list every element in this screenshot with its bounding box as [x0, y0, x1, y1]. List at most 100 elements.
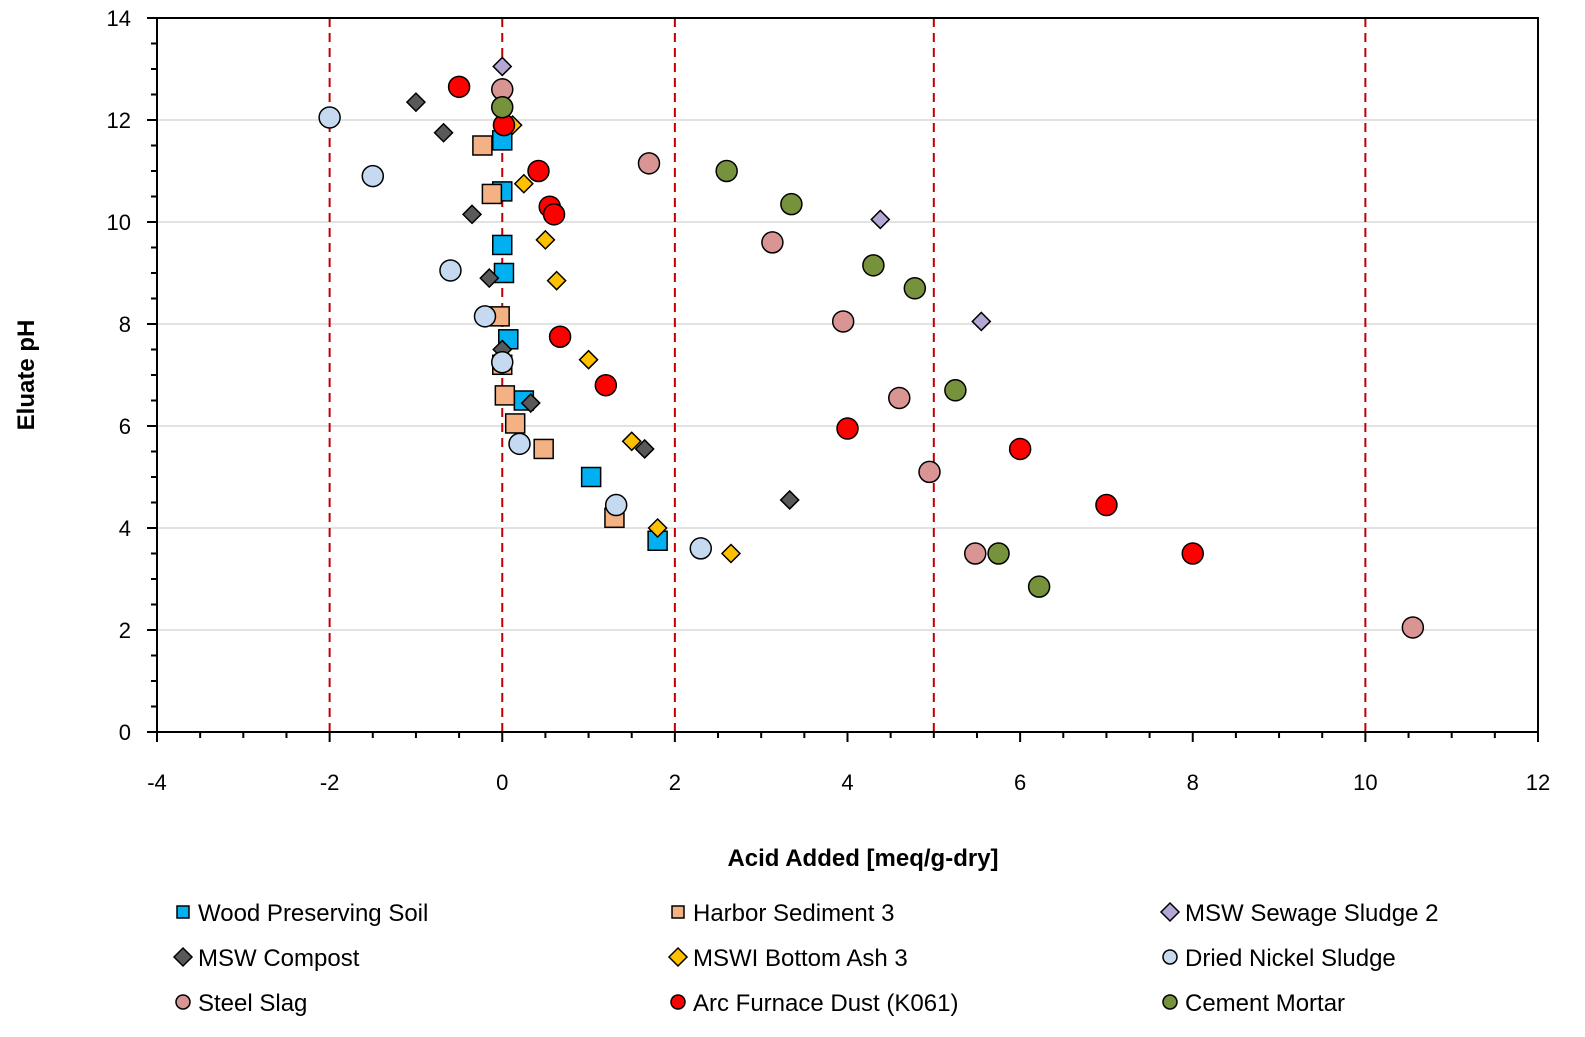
legend-label: Harbor Sediment 3 — [693, 900, 894, 927]
data-point — [621, 431, 642, 452]
series-arc-furnace-dust-k061- — [447, 75, 1204, 565]
data-point — [870, 209, 891, 230]
data-point — [836, 417, 859, 440]
data-point — [548, 325, 572, 348]
y-tick-label: 2 — [119, 618, 131, 643]
data-point — [715, 159, 738, 183]
series-wood-preserving-soil — [492, 130, 668, 551]
data-point — [971, 311, 992, 332]
data-point — [439, 259, 462, 282]
data-point — [520, 392, 541, 414]
x-tick-label: 12 — [1526, 770, 1550, 795]
y-tick-label: 10 — [107, 210, 131, 235]
x-tick-label: 8 — [1187, 770, 1199, 795]
legend-marker — [1162, 949, 1178, 965]
data-point — [405, 92, 426, 113]
data-point — [318, 106, 341, 129]
legend-marker — [1162, 994, 1178, 1010]
data-point — [461, 204, 483, 225]
data-point — [987, 542, 1010, 565]
y-tick-label: 8 — [119, 312, 131, 337]
series-dried-nickel-sludge — [318, 106, 713, 560]
gridlines — [157, 17, 1538, 733]
legend-marker — [667, 946, 689, 968]
y-tick-label: 14 — [107, 6, 131, 31]
data-point — [1401, 616, 1425, 639]
data-point — [604, 493, 628, 517]
data-point — [780, 192, 803, 216]
legend-marker — [671, 905, 685, 919]
data-point — [535, 229, 556, 250]
data-point — [634, 438, 655, 460]
data-point — [761, 231, 784, 254]
data-point — [504, 413, 526, 434]
x-tick-label: 10 — [1353, 770, 1377, 795]
data-point — [481, 183, 503, 205]
series-msw-sewage-sludge-2 — [492, 56, 992, 332]
legend-marker — [176, 905, 190, 919]
legend-label: MSW Sewage Sludge 2 — [1185, 900, 1438, 927]
y-tick-label: 6 — [119, 414, 131, 439]
data-points — [318, 56, 1425, 639]
y-tick-label: 4 — [119, 516, 131, 541]
data-point — [888, 386, 911, 410]
series-cement-mortar — [491, 96, 1051, 598]
data-point — [963, 542, 987, 565]
data-point — [493, 262, 515, 284]
data-point — [637, 152, 661, 175]
x-tick-label: 6 — [1014, 770, 1026, 795]
legend: Wood Preserving Soil Harbor Sediment 3 MSW… — [172, 900, 1438, 1017]
data-point — [492, 56, 513, 77]
data-point — [479, 268, 500, 289]
legend-marker — [172, 946, 194, 968]
data-point — [361, 164, 385, 188]
x-tick-label: -4 — [147, 770, 167, 795]
data-point — [447, 75, 471, 99]
data-point — [831, 310, 855, 333]
data-point — [647, 517, 668, 539]
data-point — [533, 438, 554, 460]
legend-label: Dried Nickel Sludge — [1185, 945, 1396, 972]
legend-label: Steel Slag — [198, 990, 307, 1017]
legend-label: Cement Mortar — [1185, 990, 1345, 1017]
axis-ticks: -4 -2 0 2 4 6 8 10 12 0 2 4 6 8 10 12 14 — [107, 6, 1551, 795]
legend-label: MSW Compost — [198, 945, 360, 972]
legend-label: Arc Furnace Dust (K061) — [693, 990, 958, 1017]
data-point — [494, 385, 516, 406]
data-point — [903, 277, 927, 300]
legend-marker — [1159, 901, 1181, 923]
data-point — [508, 432, 531, 456]
legend-marker — [670, 994, 686, 1010]
data-point — [542, 203, 566, 226]
x-tick-label: 0 — [496, 770, 508, 795]
data-point — [720, 543, 742, 564]
legend-label: MSWI Bottom Ash 3 — [693, 945, 908, 972]
data-point — [944, 379, 967, 402]
data-point — [527, 159, 550, 183]
data-point — [862, 254, 885, 277]
series-mswi-bottom-ash-3 — [502, 115, 742, 564]
data-point — [1008, 437, 1032, 461]
x-tick-label: 2 — [669, 770, 681, 795]
data-point — [546, 270, 567, 291]
series-msw-compost — [405, 92, 800, 511]
data-point — [492, 234, 513, 256]
data-point — [1027, 575, 1051, 598]
y-tick-label: 0 — [119, 720, 131, 745]
data-point — [918, 460, 941, 484]
plot-area-border — [156, 17, 1539, 733]
series-steel-slag — [491, 78, 1425, 639]
data-point — [578, 349, 599, 370]
data-point — [580, 466, 602, 488]
x-tick-label: -2 — [320, 770, 340, 795]
reference-lines — [328, 18, 1367, 732]
data-point — [433, 122, 454, 143]
y-tick-label: 12 — [107, 108, 131, 133]
data-point — [491, 351, 514, 374]
legend-marker — [175, 994, 191, 1010]
y-axis-title: Eluate pH — [13, 320, 40, 431]
data-point — [513, 173, 534, 194]
data-point — [491, 96, 514, 119]
x-tick-label: 4 — [841, 770, 853, 795]
